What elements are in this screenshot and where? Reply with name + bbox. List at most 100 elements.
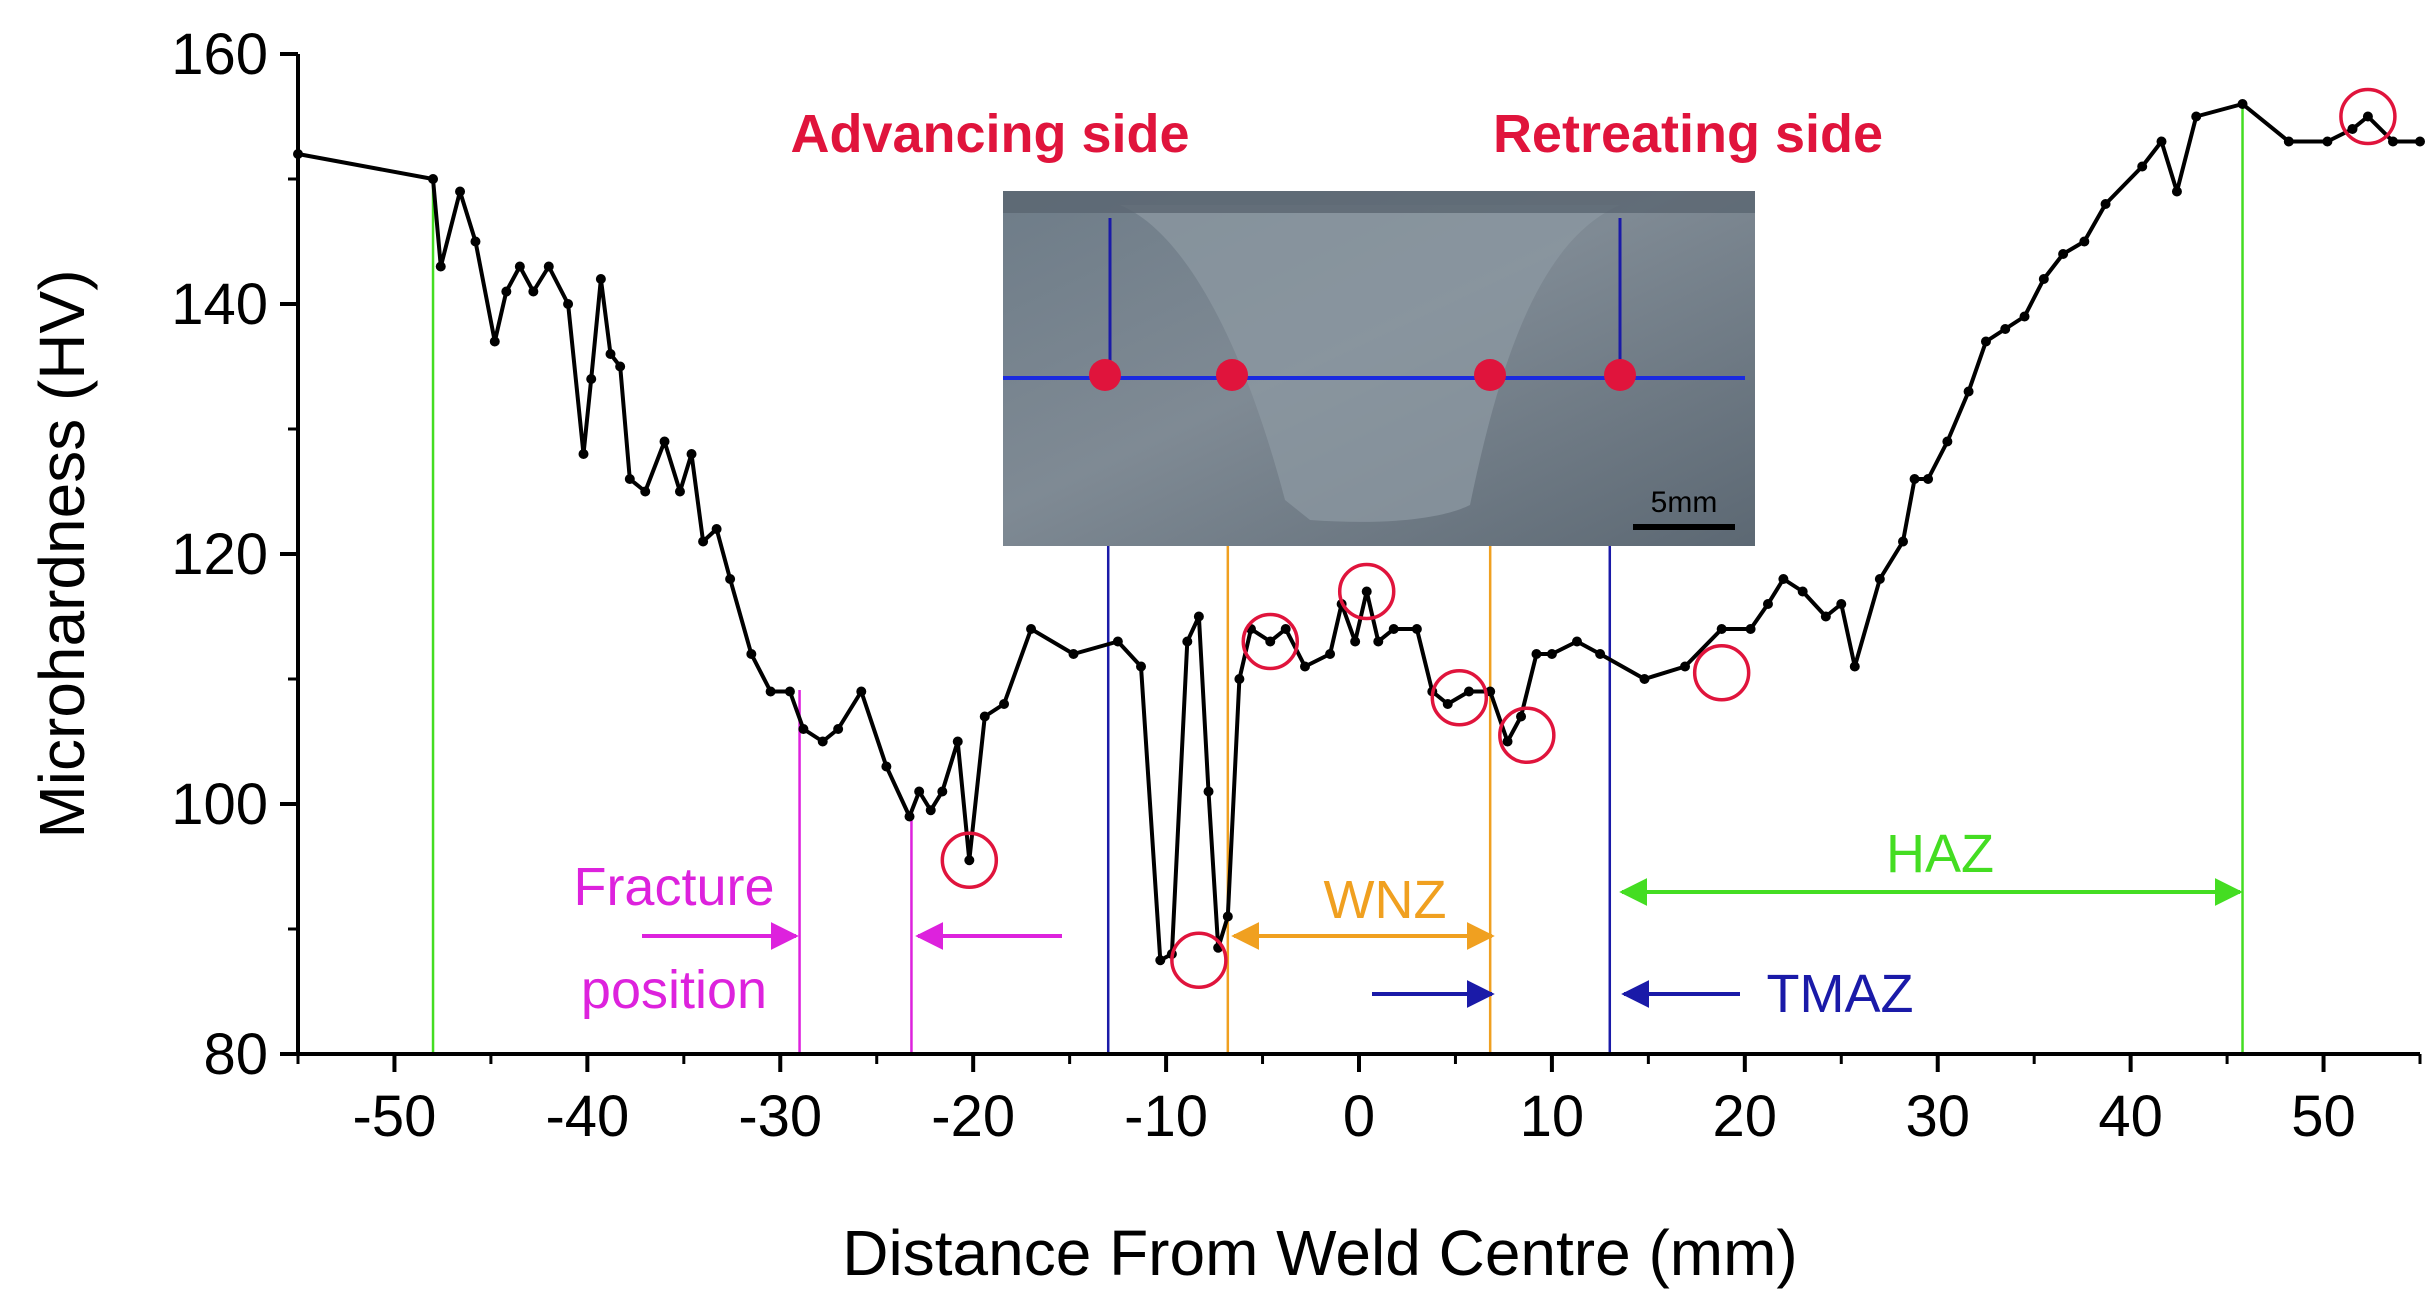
data-point [2137,161,2148,172]
data-point [2283,136,2294,147]
x-tick-label: 50 [2291,1084,2356,1149]
y-axis-title: Microhardness (HV) [26,269,98,838]
data-point [798,724,809,734]
x-tick-label: -30 [738,1084,822,1149]
axis-ticks: -50 -40 -30 -20 -10 0 10 20 30 40 50 80 100 120 140 160 [171,22,2422,1149]
data-point [2171,186,2182,197]
data-point [1136,661,1147,672]
data-point [1280,624,1291,634]
inset-weld-nugget [1120,205,1620,522]
data-point [1778,574,1789,584]
highlight-circle-0 [940,831,999,889]
data-point [1909,474,1920,484]
data-point [640,486,651,497]
x-tick-label: 40 [2098,1084,2163,1149]
data-point [1849,661,1860,672]
data-point [1980,336,1991,347]
data-point [501,286,512,297]
data-point [817,736,828,747]
data-point [1361,586,1372,597]
y-tick-label: 100 [171,772,268,837]
data-point [1898,536,1909,547]
data-point [1182,636,1193,647]
x-tick-label: 20 [1713,1084,1778,1149]
data-point [2322,136,2333,147]
data-point [925,805,936,816]
data-point [856,686,867,697]
data-point [514,261,525,272]
data-point [1222,911,1233,922]
data-point [1299,661,1310,672]
data-point [881,761,892,772]
data-point [1923,474,1934,484]
highlight-circle-2 [1241,612,1300,671]
data-point [1963,386,1974,397]
data-point [686,449,697,459]
data-point [1502,736,1513,747]
data-point [746,649,757,659]
data-point [2156,136,2167,147]
weld-macrograph-inset: 5mm [1003,191,1755,546]
data-point [1463,686,1474,697]
data-point [964,855,975,866]
data-point [674,486,685,497]
y-tick-label: 120 [171,522,268,587]
data-point [1350,636,1361,647]
data-point [1762,599,1773,609]
data-point [2038,274,2049,284]
data-point [1546,649,1557,659]
x-axis-title: Distance From Weld Centre (mm) [842,1217,1797,1289]
advancing-side-label: Advancing side [790,104,1189,164]
x-tick-label: -40 [545,1084,629,1149]
data-point [1068,649,1079,659]
data-point [1203,786,1214,797]
retreating-side-label: Retreating side [1493,104,1883,164]
highlight-circle-3 [1337,562,1396,621]
data-point [605,349,616,359]
data-point [543,261,554,272]
tmaz-label: TMAZ [1767,964,1914,1024]
data-point [999,699,1010,709]
data-point [2100,199,2111,209]
data-point [1874,574,1885,584]
data-point [528,286,539,297]
data-point [833,724,844,734]
data-point [1797,586,1808,597]
fracture-label: Fracture [573,857,774,917]
data-point [765,686,776,697]
x-tick-label: 30 [1905,1084,1970,1149]
inset-top-band [1003,191,1755,213]
data-point [659,436,670,447]
x-tick-label: -10 [1124,1084,1208,1149]
data-point [428,174,439,184]
data-point [937,786,948,797]
data-point [2362,111,2373,122]
data-point [1112,636,1123,647]
data-point [435,261,446,272]
highlight-circle-1 [1170,931,1228,989]
data-point [914,786,925,797]
y-tick-label: 80 [203,1022,268,1087]
data-point [1265,636,1276,647]
inset-marker-3 [1474,359,1506,391]
x-tick-label: -50 [353,1084,437,1149]
wnz-label: WNZ [1324,870,1447,930]
data-point [1411,624,1422,634]
y-tick-label: 140 [171,272,268,337]
inset-marker-4 [1604,359,1636,391]
highlight-circle-5 [1498,706,1556,764]
data-point [904,811,915,822]
highlight-circle-6 [1692,644,1751,702]
data-point [2058,249,2069,259]
data-point [624,474,635,484]
data-point [2237,99,2248,109]
y-tick-label: 160 [171,22,268,87]
data-point [1193,611,1204,622]
data-point [1325,649,1336,659]
highlight-circle-4 [1430,669,1489,727]
data-point [2415,136,2425,147]
data-point [2387,136,2398,147]
data-point [2191,111,2202,122]
data-point [979,711,990,722]
